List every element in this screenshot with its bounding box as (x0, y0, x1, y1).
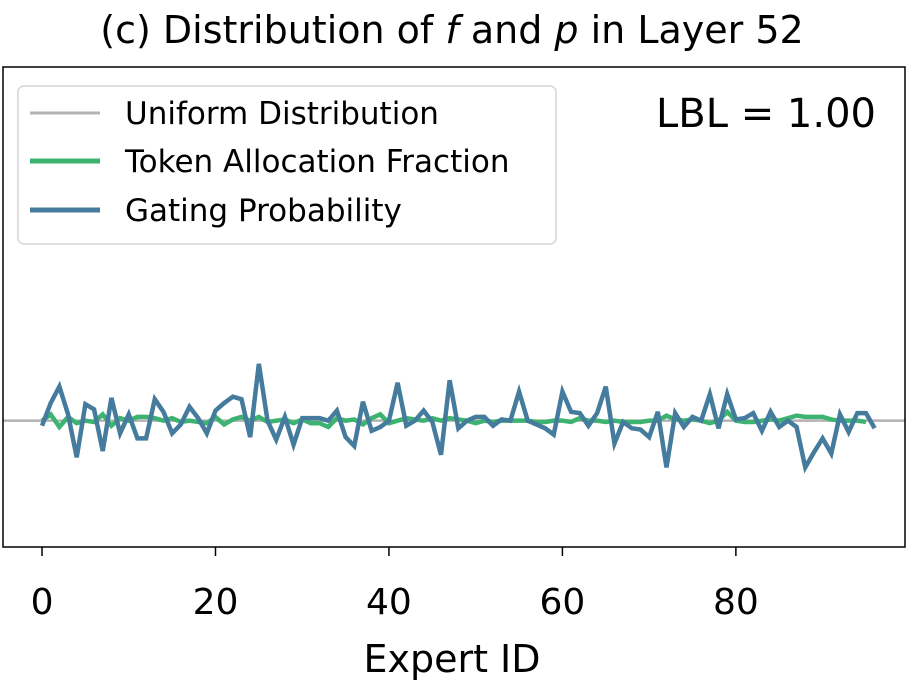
plot-frame (2, 66, 906, 548)
legend-label-token-allocation: Token Allocation Fraction (124, 144, 509, 180)
lbl-annotation: LBL = 1.00 (656, 91, 876, 137)
x-tick-label: 20 (193, 582, 239, 623)
plot-area (3, 363, 905, 474)
title-var-p: p (553, 8, 578, 52)
legend-label-gating-probability: Gating Probability (125, 193, 402, 229)
series-gating-probability (39, 363, 877, 474)
x-axis-ticks: 0 20 40 60 80 (31, 547, 759, 623)
series-token-allocation-fraction (40, 408, 867, 431)
x-tick-label: 40 (366, 582, 412, 623)
x-tick-label: 60 (540, 582, 586, 623)
chart-title: (c) Distribution of f and p in Layer 52 (100, 8, 803, 52)
x-tick-label: 80 (713, 582, 759, 623)
legend-label-uniform: Uniform Distribution (125, 96, 439, 132)
legend: Uniform Distribution Token Allocation Fr… (17, 85, 557, 245)
title-middle: and (459, 8, 555, 52)
x-tick-label: 0 (31, 582, 54, 623)
title-prefix: (c) Distribution of (100, 8, 445, 52)
x-axis-label: Expert ID (363, 637, 540, 681)
title-suffix: in Layer 52 (579, 8, 804, 52)
legend-box (17, 85, 557, 245)
